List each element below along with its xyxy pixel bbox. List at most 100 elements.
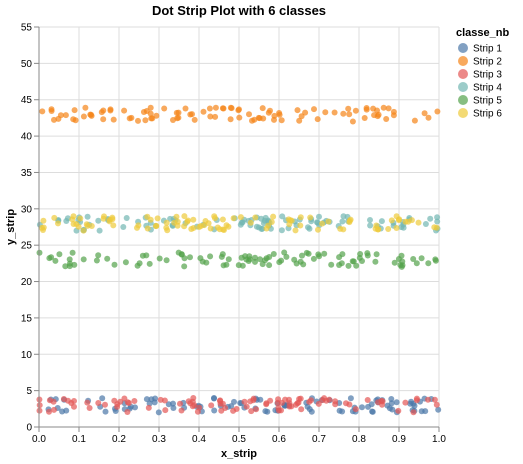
data-point (145, 404, 152, 411)
y-axis-title: y_strip (5, 209, 17, 245)
data-point (372, 258, 379, 265)
data-point (431, 396, 438, 403)
legend-symbol (458, 43, 468, 53)
data-point (80, 227, 87, 234)
data-point (297, 214, 304, 221)
data-point (123, 215, 130, 221)
data-point (257, 256, 263, 263)
y-tick-label: 10 (21, 350, 33, 361)
data-point (182, 105, 189, 112)
data-point (395, 407, 402, 414)
data-point (50, 398, 57, 405)
data-point (248, 408, 255, 415)
data-point (110, 116, 117, 123)
data-point (349, 118, 356, 125)
data-point (148, 396, 155, 403)
y-tick-label: 35 (21, 168, 33, 179)
data-point (63, 407, 70, 414)
data-point (278, 257, 285, 264)
data-point (212, 104, 219, 111)
data-point (40, 227, 46, 233)
data-point (421, 110, 428, 117)
data-point (432, 257, 439, 264)
data-point (410, 256, 417, 262)
data-point (306, 398, 313, 405)
data-point (63, 218, 70, 224)
data-point (279, 213, 286, 220)
data-point (80, 113, 87, 120)
data-point (126, 115, 133, 122)
data-point (247, 219, 254, 226)
data-point (297, 222, 304, 229)
data-point (121, 107, 128, 114)
data-point (408, 398, 415, 405)
data-point (425, 114, 432, 121)
data-point (190, 216, 197, 223)
y-tick-label: 55 (21, 23, 33, 34)
data-point (319, 220, 326, 227)
y-tick-label: 0 (26, 423, 32, 434)
data-point (200, 108, 207, 115)
data-point (332, 401, 339, 408)
legend-label: Strip 6 (473, 109, 502, 120)
y-tick-label: 25 (21, 241, 33, 252)
data-point (364, 397, 371, 403)
data-point (88, 111, 94, 118)
data-point (433, 401, 440, 408)
data-point (275, 407, 282, 414)
data-point (142, 117, 149, 124)
data-point (236, 114, 243, 121)
data-point (418, 408, 425, 415)
data-point (188, 226, 195, 232)
data-point (415, 219, 422, 226)
data-point (380, 104, 387, 111)
data-point (246, 256, 253, 263)
data-point (75, 223, 82, 230)
data-point (238, 254, 245, 261)
data-point (393, 399, 400, 406)
data-point (144, 225, 151, 232)
data-point (390, 112, 397, 119)
data-point (95, 252, 102, 259)
data-point (286, 396, 292, 403)
data-point (52, 257, 59, 264)
data-point (223, 261, 230, 268)
data-point (359, 258, 365, 264)
data-point (311, 106, 317, 113)
data-point (96, 227, 103, 234)
data-point (385, 226, 392, 232)
data-point (372, 225, 379, 232)
legend-symbol (458, 95, 468, 105)
data-point (325, 218, 332, 225)
data-point (181, 213, 188, 220)
data-point (253, 406, 260, 413)
data-point (225, 223, 232, 230)
data-point (322, 109, 329, 116)
data-point (217, 400, 224, 407)
data-point (434, 108, 441, 115)
data-point (431, 224, 438, 231)
y-tick-label: 5 (26, 386, 32, 397)
data-point (56, 251, 63, 258)
data-point (367, 217, 373, 223)
data-point (95, 217, 102, 224)
data-point (264, 408, 271, 415)
data-point (286, 221, 293, 228)
data-point (93, 257, 100, 264)
data-point (413, 397, 420, 404)
data-point (405, 218, 412, 225)
data-point (219, 216, 226, 223)
data-point (131, 398, 138, 404)
data-point (345, 105, 352, 112)
legend-symbol (458, 82, 468, 92)
data-point (84, 213, 91, 220)
data-point (278, 117, 285, 124)
data-point (340, 213, 347, 220)
data-point (281, 249, 288, 256)
data-point (110, 222, 117, 229)
data-point (227, 104, 234, 111)
data-point (163, 257, 170, 264)
data-point (298, 113, 305, 120)
data-point (212, 113, 219, 120)
data-point (196, 404, 203, 411)
